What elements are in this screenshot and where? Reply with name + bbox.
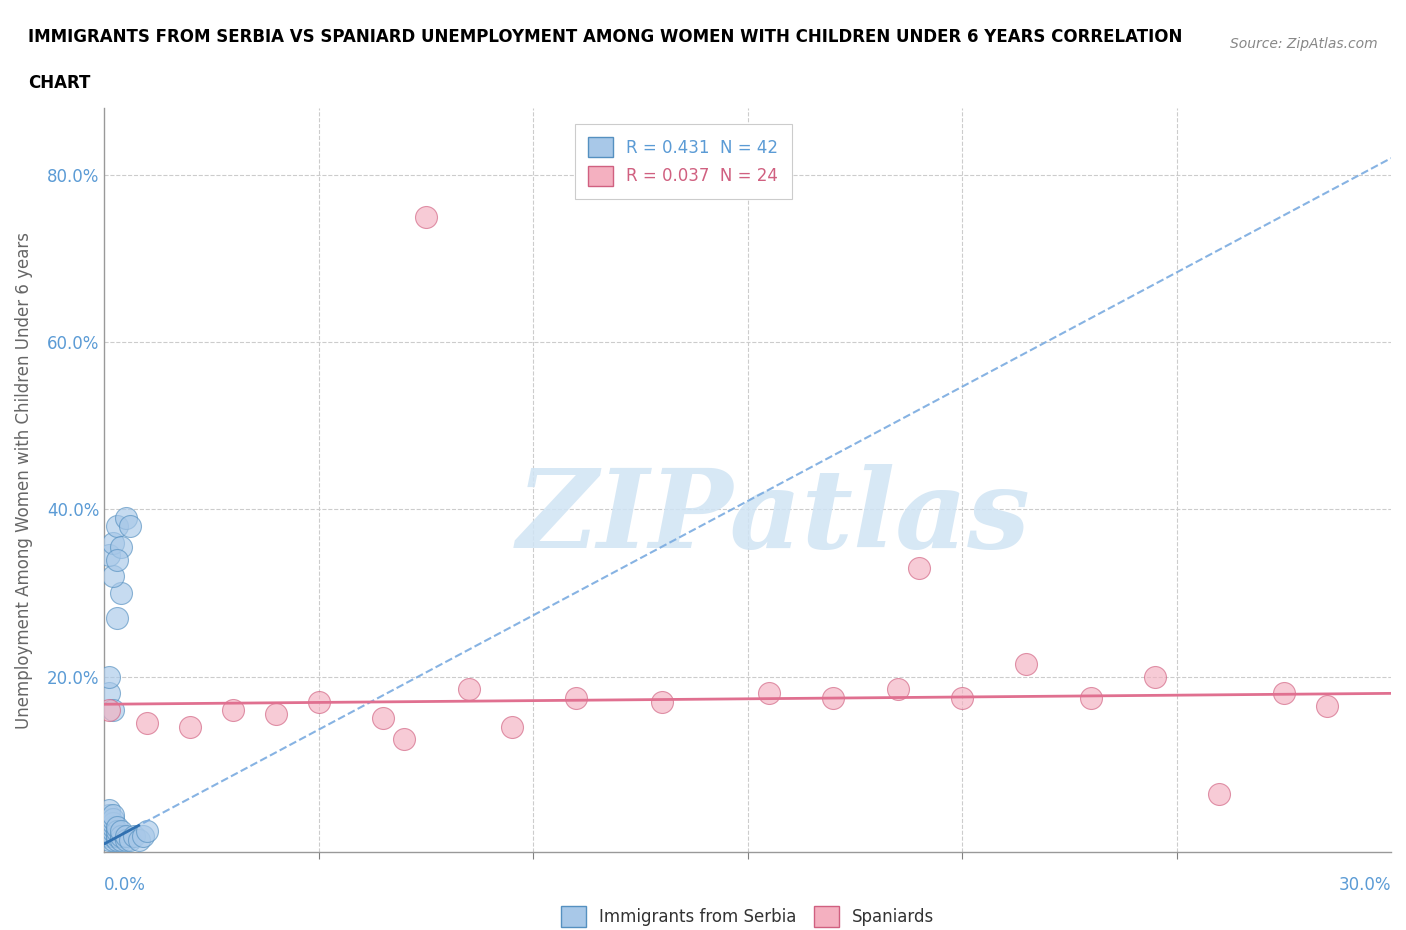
Point xyxy=(101,828,124,843)
Text: CHART: CHART xyxy=(28,74,90,92)
Point xyxy=(1144,670,1167,684)
Point xyxy=(1316,698,1339,713)
Point xyxy=(950,690,973,705)
Text: 30.0%: 30.0% xyxy=(1339,875,1391,894)
Point xyxy=(136,715,159,730)
Point xyxy=(110,539,132,554)
Point xyxy=(97,819,120,834)
Point xyxy=(101,816,124,830)
Point xyxy=(887,682,910,697)
Point xyxy=(97,686,120,701)
Point xyxy=(101,819,124,834)
Point xyxy=(97,807,120,822)
Point xyxy=(136,824,159,839)
Point xyxy=(179,720,201,735)
Point xyxy=(101,807,124,822)
Point xyxy=(118,519,141,534)
Point xyxy=(101,703,124,718)
Point xyxy=(264,707,287,722)
Text: 0.0%: 0.0% xyxy=(104,875,146,894)
Point xyxy=(97,824,120,839)
Point xyxy=(105,832,128,847)
Point xyxy=(101,569,124,584)
Point xyxy=(101,536,124,551)
Point xyxy=(1015,657,1038,671)
Point xyxy=(105,819,128,834)
Point xyxy=(114,832,136,847)
Point xyxy=(97,811,120,826)
Point xyxy=(105,552,128,567)
Y-axis label: Unemployment Among Women with Children Under 6 years: Unemployment Among Women with Children U… xyxy=(15,232,32,728)
Point xyxy=(651,695,673,710)
Point xyxy=(110,828,132,843)
Point xyxy=(114,828,136,843)
Point xyxy=(758,686,780,701)
Point xyxy=(97,803,120,817)
Point xyxy=(97,703,120,718)
Point xyxy=(101,824,124,839)
Point xyxy=(97,832,120,847)
Point xyxy=(501,720,523,735)
Point xyxy=(110,824,132,839)
Point xyxy=(110,586,132,601)
Point xyxy=(823,690,845,705)
Point xyxy=(105,828,128,843)
Point xyxy=(124,828,146,843)
Point xyxy=(394,732,416,747)
Point xyxy=(415,209,437,224)
Point xyxy=(1272,686,1295,701)
Point xyxy=(908,561,931,576)
Point xyxy=(97,670,120,684)
Text: IMMIGRANTS FROM SERBIA VS SPANIARD UNEMPLOYMENT AMONG WOMEN WITH CHILDREN UNDER : IMMIGRANTS FROM SERBIA VS SPANIARD UNEMP… xyxy=(28,28,1182,46)
Point xyxy=(1208,786,1230,801)
Point xyxy=(105,519,128,534)
Point xyxy=(105,611,128,626)
Point xyxy=(457,682,479,697)
Text: Source: ZipAtlas.com: Source: ZipAtlas.com xyxy=(1230,37,1378,51)
Point xyxy=(118,832,141,847)
Point xyxy=(128,832,150,847)
Legend: Immigrants from Serbia, Spaniards: Immigrants from Serbia, Spaniards xyxy=(554,899,941,930)
Point xyxy=(222,703,245,718)
Point xyxy=(565,690,588,705)
Point xyxy=(114,511,136,525)
Point xyxy=(97,828,120,843)
Point xyxy=(1080,690,1102,705)
Point xyxy=(97,816,120,830)
Point xyxy=(97,548,120,563)
Point xyxy=(110,832,132,847)
Point xyxy=(105,824,128,839)
Point xyxy=(101,832,124,847)
Text: ZIPatlas: ZIPatlas xyxy=(516,463,1031,571)
Point xyxy=(132,828,155,843)
Point xyxy=(308,695,330,710)
Point xyxy=(371,711,394,726)
Point xyxy=(101,811,124,826)
